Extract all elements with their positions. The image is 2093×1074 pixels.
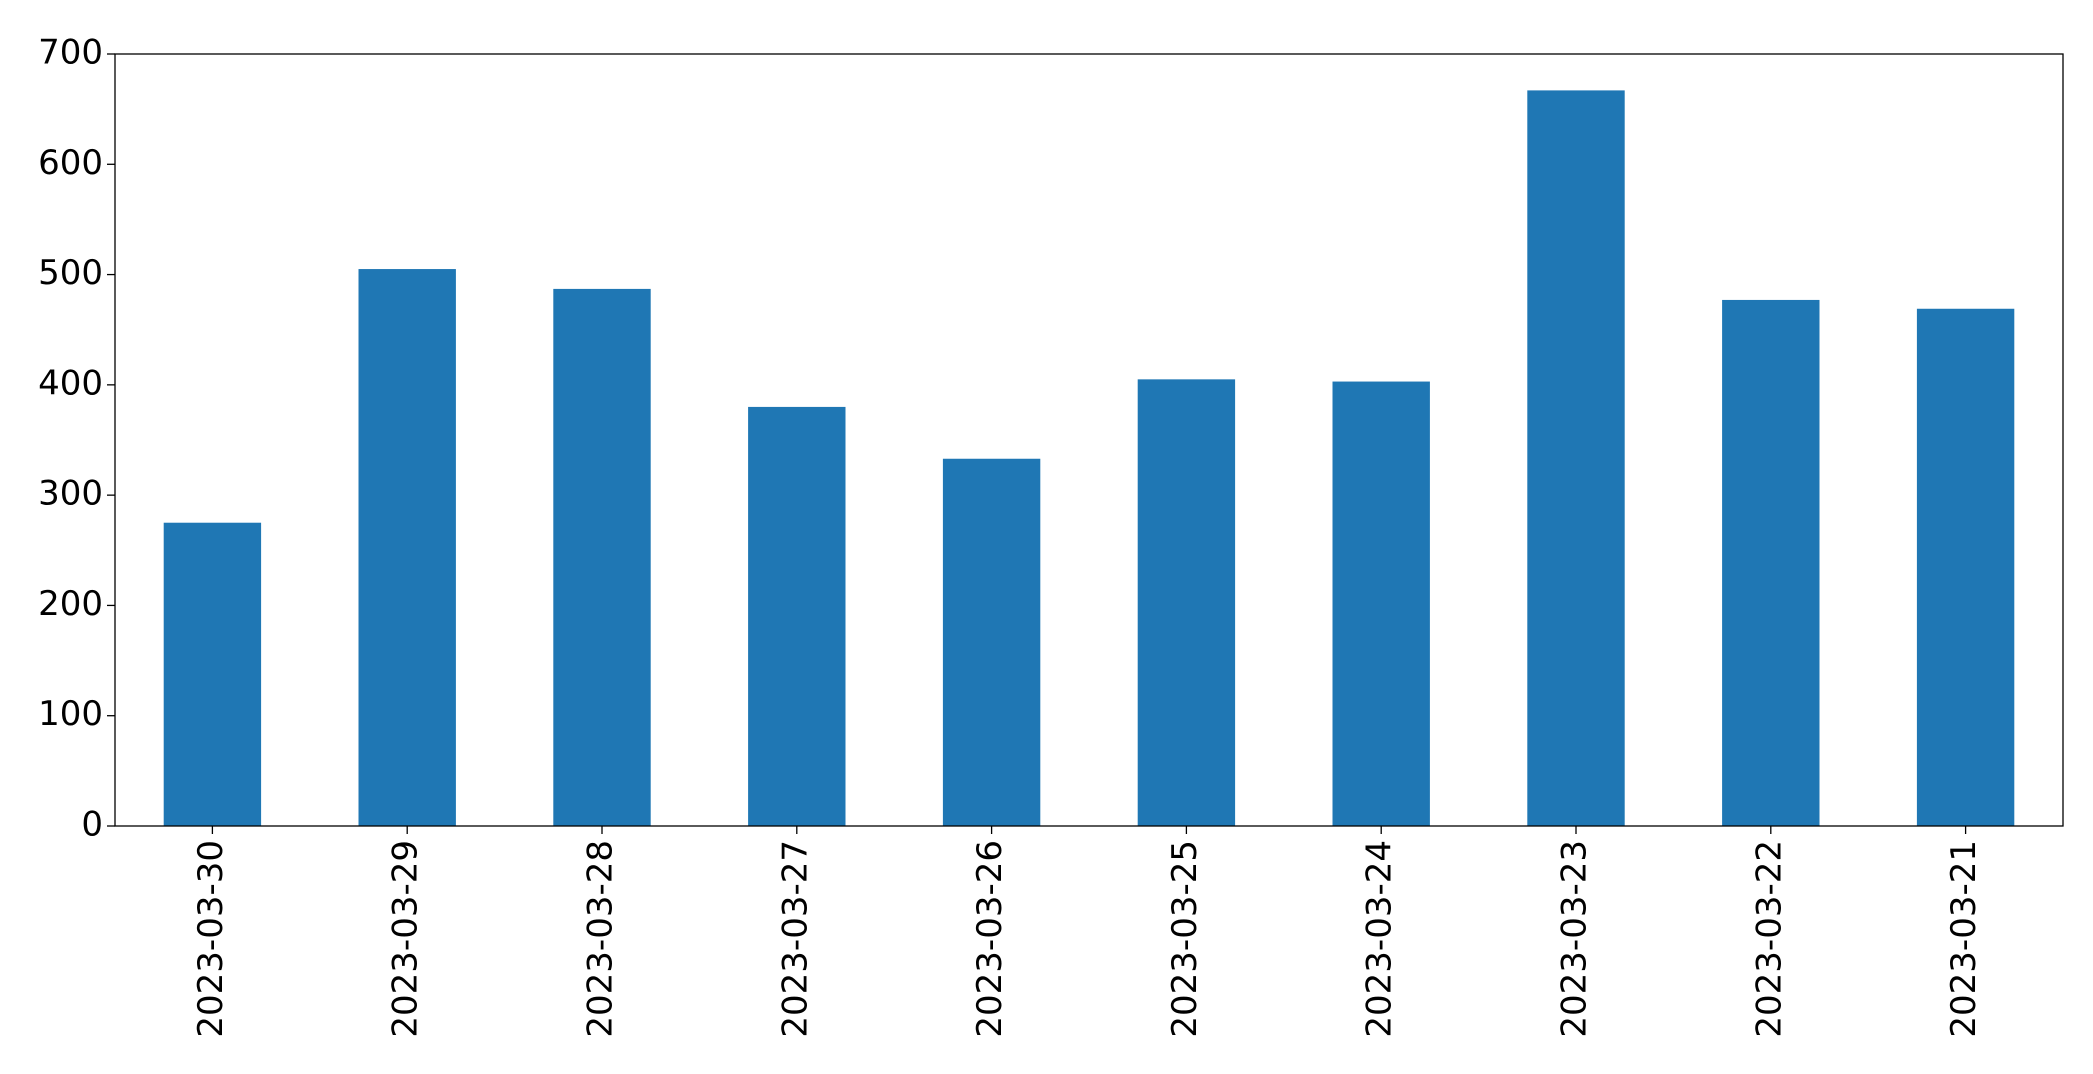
y-tick-label: 200	[38, 584, 103, 624]
y-tick-label: 400	[38, 363, 103, 403]
bar	[1916, 308, 2015, 826]
y-tick-label: 0	[81, 805, 103, 845]
bar	[1332, 381, 1430, 826]
x-tick-label: 2023-03-26	[970, 840, 1010, 1038]
bar	[358, 269, 456, 826]
plot-frame	[114, 53, 2064, 827]
x-tick-label: 2023-03-22	[1749, 840, 1789, 1038]
x-tick-label: 2023-03-29	[386, 840, 426, 1038]
y-tick-label: 300	[38, 474, 103, 514]
x-tick-label: 2023-03-21	[1944, 840, 1984, 1038]
bar	[553, 288, 651, 826]
x-tick-label: 2023-03-24	[1360, 840, 1400, 1038]
y-tick-label: 100	[38, 694, 103, 734]
y-tick-label: 600	[38, 143, 103, 183]
bar	[1137, 379, 1236, 826]
x-tick-label: 2023-03-30	[191, 840, 231, 1038]
y-tick-label: 500	[38, 253, 103, 293]
x-tick-label: 2023-03-28	[581, 840, 621, 1038]
bar	[163, 522, 262, 826]
bar	[748, 406, 846, 826]
bar	[1722, 299, 1820, 826]
y-tick-label: 700	[38, 33, 103, 73]
x-tick-label: 2023-03-27	[775, 840, 815, 1038]
x-tick-label: 2023-03-25	[1165, 840, 1205, 1038]
bar	[1527, 90, 1625, 826]
x-tick-label: 2023-03-23	[1555, 840, 1595, 1038]
bar	[942, 458, 1041, 826]
